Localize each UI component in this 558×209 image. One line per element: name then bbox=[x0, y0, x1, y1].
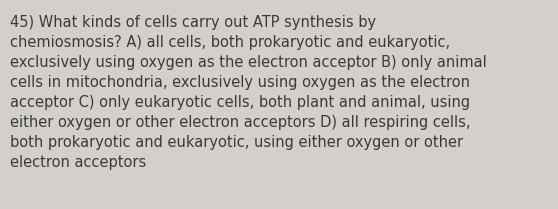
Text: 45) What kinds of cells carry out ATP synthesis by
chemiosmosis? A) all cells, b: 45) What kinds of cells carry out ATP sy… bbox=[10, 15, 487, 170]
